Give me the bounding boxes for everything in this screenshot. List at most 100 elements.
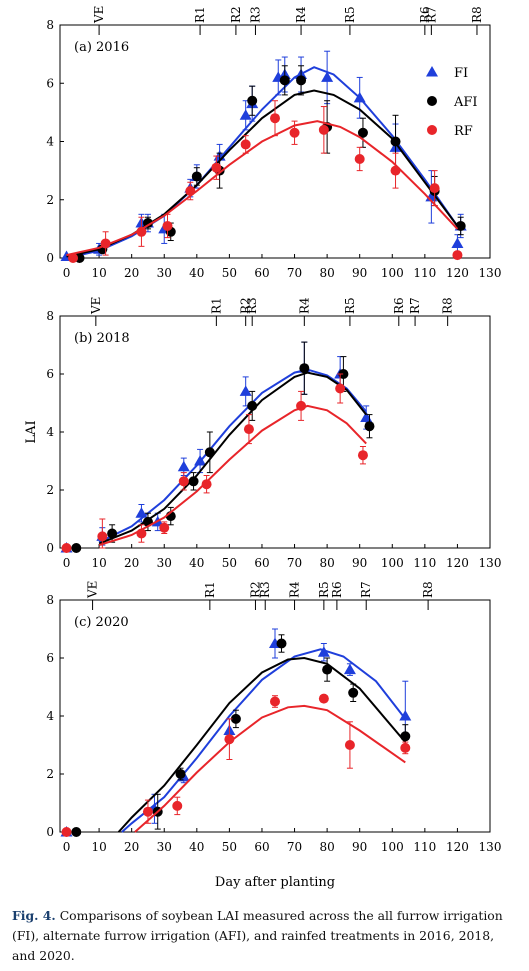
x-tick-label: 20 xyxy=(124,556,139,570)
x-tick-label: 100 xyxy=(381,556,404,570)
y-tick-label: 0 xyxy=(46,541,54,555)
y-tick-label: 2 xyxy=(46,193,54,207)
data-point xyxy=(239,385,252,396)
stage-label: R2 xyxy=(239,297,253,314)
data-point xyxy=(318,693,329,704)
plot-frame xyxy=(59,315,491,549)
data-point xyxy=(135,507,148,518)
x-tick-label: 10 xyxy=(91,556,106,570)
data-point xyxy=(289,127,300,138)
stage-label: R8 xyxy=(441,297,455,314)
y-tick-label: 0 xyxy=(46,251,54,265)
x-tick-label: 50 xyxy=(222,840,237,854)
series-afi xyxy=(71,341,375,553)
x-tick-label: 40 xyxy=(189,556,204,570)
data-point xyxy=(279,75,290,86)
stage-label: R8 xyxy=(421,581,435,598)
data-point xyxy=(188,476,199,487)
stage-label: R7 xyxy=(424,6,438,23)
x-tick-label: 0 xyxy=(63,556,71,570)
data-point xyxy=(399,710,412,721)
y-tick-label: 2 xyxy=(46,767,54,781)
stage-label: R5 xyxy=(317,581,331,598)
caption-text: Comparisons of soybean LAI measured acro… xyxy=(12,908,503,963)
stage-label: VE xyxy=(89,297,103,315)
data-point xyxy=(142,806,153,817)
fit-curve xyxy=(98,371,367,545)
y-tick-label: 4 xyxy=(46,425,54,439)
data-point xyxy=(338,369,349,379)
fit-curve xyxy=(98,368,367,544)
data-point xyxy=(71,543,82,553)
data-point xyxy=(136,528,147,539)
data-point xyxy=(240,139,251,150)
legend: FI AFI RF xyxy=(426,66,478,139)
data-point xyxy=(178,476,189,487)
stage-label: R5 xyxy=(343,297,357,314)
y-tick-label: 8 xyxy=(46,593,54,607)
legend-label: FI xyxy=(454,66,468,81)
data-point xyxy=(390,165,401,176)
y-tick-label: 6 xyxy=(46,651,54,665)
y-tick-label: 4 xyxy=(46,709,54,723)
legend-marker xyxy=(427,96,437,106)
data-point xyxy=(159,522,170,533)
y-tick-label: 0 xyxy=(46,825,54,839)
panel-title: (b) 2018 xyxy=(74,331,130,346)
figure-caption: Fig. 4. Comparisons of soybean LAI measu… xyxy=(12,906,520,966)
y-tick-label: 8 xyxy=(46,18,54,32)
x-tick-label: 80 xyxy=(319,266,334,280)
x-tick-label: 120 xyxy=(446,840,469,854)
data-point xyxy=(177,460,190,472)
data-point xyxy=(321,71,334,82)
data-point xyxy=(317,646,330,657)
x-tick-label: 80 xyxy=(319,556,334,570)
x-tick-label: 30 xyxy=(157,556,172,570)
x-tick-label: 120 xyxy=(446,266,469,280)
x-tick-label: 0 xyxy=(63,840,71,854)
legend-label: AFI xyxy=(453,95,478,110)
legend-marker xyxy=(426,66,438,77)
x-tick-label: 120 xyxy=(446,556,469,570)
data-point xyxy=(322,664,333,675)
stage-label: R4 xyxy=(288,581,302,598)
y-tick-label: 2 xyxy=(46,483,54,497)
data-point xyxy=(390,136,401,147)
data-point xyxy=(162,220,173,231)
data-point xyxy=(299,363,310,374)
data-point xyxy=(136,226,147,237)
stage-label: R5 xyxy=(343,6,357,23)
plot-frame xyxy=(59,24,491,259)
stage-label: VE xyxy=(86,581,100,599)
y-axis-label: LAI xyxy=(24,420,39,443)
series-fi xyxy=(60,341,373,553)
stage-label: R4 xyxy=(297,297,311,314)
fit-curve xyxy=(117,656,407,833)
x-tick-label: 50 xyxy=(222,266,237,280)
data-point xyxy=(296,400,307,411)
caption-label: Fig. 4. xyxy=(12,908,56,923)
x-tick-label: 110 xyxy=(413,556,436,570)
x-tick-label: 10 xyxy=(91,840,106,854)
y-tick-label: 4 xyxy=(46,135,54,149)
data-point xyxy=(68,253,79,263)
series-afi xyxy=(66,65,466,263)
panel-2: 0 10 20 30 40 50 60 70 80 90 100 110 120 130 0 2 4 6 8 VE R1… xyxy=(46,581,501,890)
x-tick-label: 70 xyxy=(287,266,302,280)
data-point xyxy=(247,95,258,106)
data-point xyxy=(239,109,252,120)
x-tick-label: 30 xyxy=(157,840,172,854)
data-point xyxy=(296,75,307,86)
x-tick-label: 0 xyxy=(63,266,71,280)
data-point xyxy=(343,663,356,675)
fit-curve xyxy=(134,704,406,833)
data-point xyxy=(270,113,280,124)
x-tick-label: 130 xyxy=(479,840,502,854)
x-tick-label: 100 xyxy=(381,840,404,854)
x-tick-label: 40 xyxy=(189,840,204,854)
data-point xyxy=(230,713,241,724)
panel-1: 0 10 20 30 40 50 60 70 80 90 100 110 120 130 0 2 4 6 8 VE R1… xyxy=(24,297,501,570)
stage-label: R3 xyxy=(245,297,259,314)
data-point xyxy=(243,424,254,435)
